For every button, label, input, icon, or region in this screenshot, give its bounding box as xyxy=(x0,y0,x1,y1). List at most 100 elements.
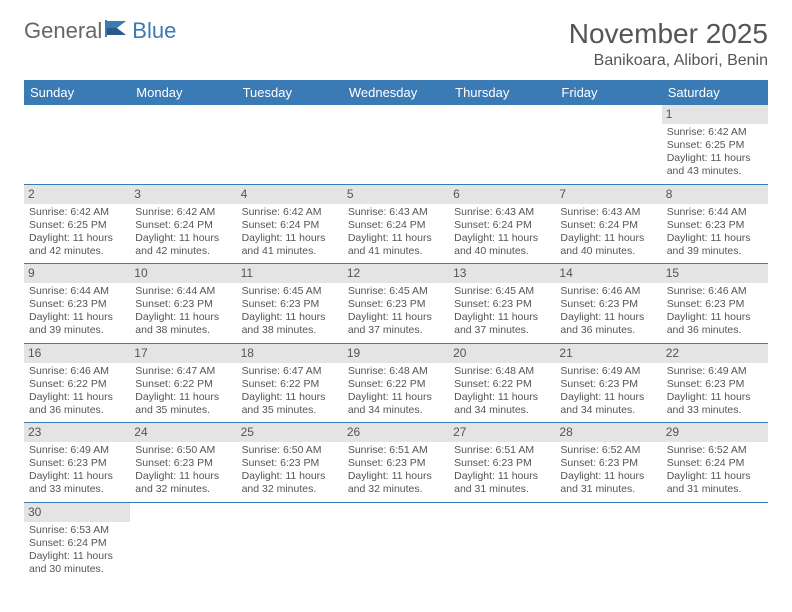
calendar-table: Sunday Monday Tuesday Wednesday Thursday… xyxy=(24,80,768,581)
weekday-header: Monday xyxy=(130,80,236,105)
daylight1-text: Daylight: 11 hours xyxy=(454,470,550,483)
day-number: 14 xyxy=(555,264,661,283)
daylight1-text: Daylight: 11 hours xyxy=(135,391,231,404)
sunrise-text: Sunrise: 6:52 AM xyxy=(560,444,656,457)
sunrise-text: Sunrise: 6:50 AM xyxy=(135,444,231,457)
daylight2-text: and 32 minutes. xyxy=(348,483,444,496)
day-number: 22 xyxy=(662,344,768,363)
sunset-text: Sunset: 6:22 PM xyxy=(135,378,231,391)
daylight2-text: and 35 minutes. xyxy=(242,404,338,417)
sunrise-text: Sunrise: 6:48 AM xyxy=(348,365,444,378)
daylight2-text: and 31 minutes. xyxy=(560,483,656,496)
calendar-cell: 25Sunrise: 6:50 AMSunset: 6:23 PMDayligh… xyxy=(237,423,343,503)
calendar-cell: 2Sunrise: 6:42 AMSunset: 6:25 PMDaylight… xyxy=(24,184,130,264)
sunset-text: Sunset: 6:25 PM xyxy=(29,219,125,232)
day-number: 18 xyxy=(237,344,343,363)
daylight2-text: and 35 minutes. xyxy=(135,404,231,417)
daylight1-text: Daylight: 11 hours xyxy=(29,311,125,324)
calendar-cell xyxy=(343,502,449,581)
day-number: 28 xyxy=(555,423,661,442)
daylight2-text: and 34 minutes. xyxy=(348,404,444,417)
daylight1-text: Daylight: 11 hours xyxy=(560,391,656,404)
day-number: 26 xyxy=(343,423,449,442)
weekday-header: Friday xyxy=(555,80,661,105)
daylight2-text: and 40 minutes. xyxy=(560,245,656,258)
day-number: 20 xyxy=(449,344,555,363)
calendar-cell xyxy=(555,502,661,581)
sunset-text: Sunset: 6:23 PM xyxy=(454,457,550,470)
header: General Blue November 2025 Banikoara, Al… xyxy=(24,18,768,70)
daylight2-text: and 39 minutes. xyxy=(667,245,763,258)
calendar-cell: 27Sunrise: 6:51 AMSunset: 6:23 PMDayligh… xyxy=(449,423,555,503)
daylight2-text: and 32 minutes. xyxy=(242,483,338,496)
calendar-cell: 7Sunrise: 6:43 AMSunset: 6:24 PMDaylight… xyxy=(555,184,661,264)
calendar-cell: 26Sunrise: 6:51 AMSunset: 6:23 PMDayligh… xyxy=(343,423,449,503)
sunset-text: Sunset: 6:23 PM xyxy=(667,298,763,311)
daylight2-text: and 41 minutes. xyxy=(242,245,338,258)
sunrise-text: Sunrise: 6:49 AM xyxy=(29,444,125,457)
calendar-row: 2Sunrise: 6:42 AMSunset: 6:25 PMDaylight… xyxy=(24,184,768,264)
day-number: 27 xyxy=(449,423,555,442)
month-title: November 2025 xyxy=(569,18,768,50)
sunrise-text: Sunrise: 6:49 AM xyxy=(667,365,763,378)
sunset-text: Sunset: 6:25 PM xyxy=(667,139,763,152)
flag-icon xyxy=(104,19,130,44)
sunrise-text: Sunrise: 6:42 AM xyxy=(135,206,231,219)
daylight2-text: and 37 minutes. xyxy=(348,324,444,337)
day-number: 25 xyxy=(237,423,343,442)
sunrise-text: Sunrise: 6:52 AM xyxy=(667,444,763,457)
sunrise-text: Sunrise: 6:45 AM xyxy=(454,285,550,298)
daylight1-text: Daylight: 11 hours xyxy=(348,470,444,483)
logo-text-general: General xyxy=(24,18,102,44)
daylight1-text: Daylight: 11 hours xyxy=(560,470,656,483)
daylight1-text: Daylight: 11 hours xyxy=(454,232,550,245)
calendar-row: 16Sunrise: 6:46 AMSunset: 6:22 PMDayligh… xyxy=(24,343,768,423)
calendar-row: 9Sunrise: 6:44 AMSunset: 6:23 PMDaylight… xyxy=(24,264,768,344)
daylight2-text: and 34 minutes. xyxy=(560,404,656,417)
calendar-cell xyxy=(24,105,130,184)
daylight2-text: and 33 minutes. xyxy=(29,483,125,496)
daylight1-text: Daylight: 11 hours xyxy=(135,311,231,324)
day-number: 4 xyxy=(237,185,343,204)
sunset-text: Sunset: 6:23 PM xyxy=(135,298,231,311)
daylight2-text: and 38 minutes. xyxy=(135,324,231,337)
sunset-text: Sunset: 6:23 PM xyxy=(135,457,231,470)
calendar-cell: 9Sunrise: 6:44 AMSunset: 6:23 PMDaylight… xyxy=(24,264,130,344)
calendar-cell: 19Sunrise: 6:48 AMSunset: 6:22 PMDayligh… xyxy=(343,343,449,423)
sunset-text: Sunset: 6:22 PM xyxy=(242,378,338,391)
sunrise-text: Sunrise: 6:42 AM xyxy=(242,206,338,219)
daylight2-text: and 38 minutes. xyxy=(242,324,338,337)
sunrise-text: Sunrise: 6:42 AM xyxy=(29,206,125,219)
title-block: November 2025 Banikoara, Alibori, Benin xyxy=(569,18,768,70)
sunrise-text: Sunrise: 6:49 AM xyxy=(560,365,656,378)
calendar-cell: 4Sunrise: 6:42 AMSunset: 6:24 PMDaylight… xyxy=(237,184,343,264)
weekday-header: Sunday xyxy=(24,80,130,105)
daylight2-text: and 43 minutes. xyxy=(667,165,763,178)
weekday-header: Thursday xyxy=(449,80,555,105)
daylight1-text: Daylight: 11 hours xyxy=(348,391,444,404)
calendar-cell: 11Sunrise: 6:45 AMSunset: 6:23 PMDayligh… xyxy=(237,264,343,344)
sunset-text: Sunset: 6:23 PM xyxy=(560,298,656,311)
sunset-text: Sunset: 6:24 PM xyxy=(454,219,550,232)
daylight2-text: and 36 minutes. xyxy=(667,324,763,337)
calendar-row: 1Sunrise: 6:42 AMSunset: 6:25 PMDaylight… xyxy=(24,105,768,184)
day-number: 7 xyxy=(555,185,661,204)
day-number: 11 xyxy=(237,264,343,283)
daylight2-text: and 37 minutes. xyxy=(454,324,550,337)
weekday-header-row: Sunday Monday Tuesday Wednesday Thursday… xyxy=(24,80,768,105)
day-number: 10 xyxy=(130,264,236,283)
sunset-text: Sunset: 6:23 PM xyxy=(29,457,125,470)
sunrise-text: Sunrise: 6:46 AM xyxy=(560,285,656,298)
calendar-cell: 13Sunrise: 6:45 AMSunset: 6:23 PMDayligh… xyxy=(449,264,555,344)
sunrise-text: Sunrise: 6:53 AM xyxy=(29,524,125,537)
calendar-cell: 16Sunrise: 6:46 AMSunset: 6:22 PMDayligh… xyxy=(24,343,130,423)
day-number: 6 xyxy=(449,185,555,204)
daylight1-text: Daylight: 11 hours xyxy=(348,232,444,245)
sunset-text: Sunset: 6:23 PM xyxy=(667,219,763,232)
daylight2-text: and 31 minutes. xyxy=(667,483,763,496)
daylight2-text: and 32 minutes. xyxy=(135,483,231,496)
daylight1-text: Daylight: 11 hours xyxy=(242,391,338,404)
sunrise-text: Sunrise: 6:45 AM xyxy=(348,285,444,298)
sunset-text: Sunset: 6:24 PM xyxy=(242,219,338,232)
weekday-header: Tuesday xyxy=(237,80,343,105)
